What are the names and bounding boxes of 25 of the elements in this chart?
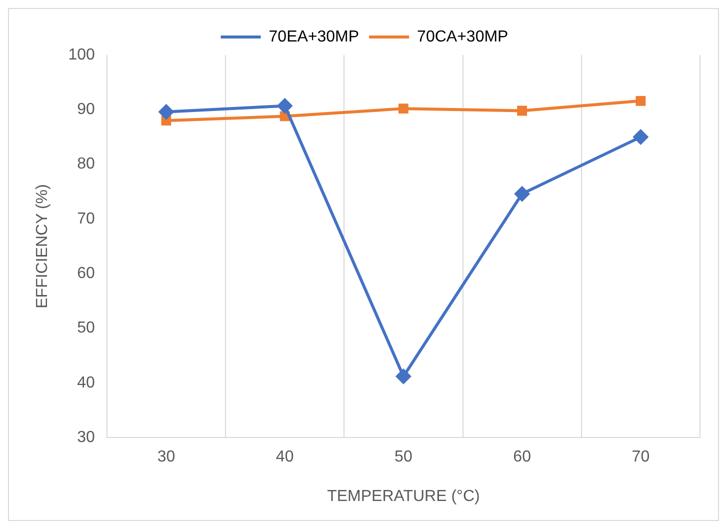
y-tick-label: 80 <box>77 156 95 173</box>
legend-label: 70EA+30MP <box>268 28 360 46</box>
x-tick-label: 30 <box>157 448 176 466</box>
x-tick-label: 70 <box>632 448 650 466</box>
y-tick-label: 50 <box>77 320 95 337</box>
point <box>517 106 528 116</box>
y-tick-label: 60 <box>77 265 95 282</box>
point <box>514 186 530 202</box>
point <box>632 128 649 145</box>
y-tick-label: 40 <box>77 374 95 392</box>
x-tick-label: 40 <box>276 448 294 466</box>
x-axis-title: TEMPERATURE (°C) <box>327 488 480 505</box>
y-axis-title: EFFICIENCY (%) <box>34 184 52 308</box>
x-tick-label: 60 <box>513 448 532 466</box>
point <box>398 104 408 114</box>
point <box>395 368 412 384</box>
y-tick-label: 70 <box>77 210 95 228</box>
point <box>636 96 646 106</box>
point <box>276 98 293 114</box>
y-tick-label: 100 <box>68 46 95 64</box>
y-tick-label: 30 <box>77 429 95 446</box>
legend-label: 70CA+30MP <box>417 28 508 46</box>
point <box>158 104 174 120</box>
y-tick-label: 90 <box>77 101 95 118</box>
x-tick-label: 50 <box>394 448 412 466</box>
